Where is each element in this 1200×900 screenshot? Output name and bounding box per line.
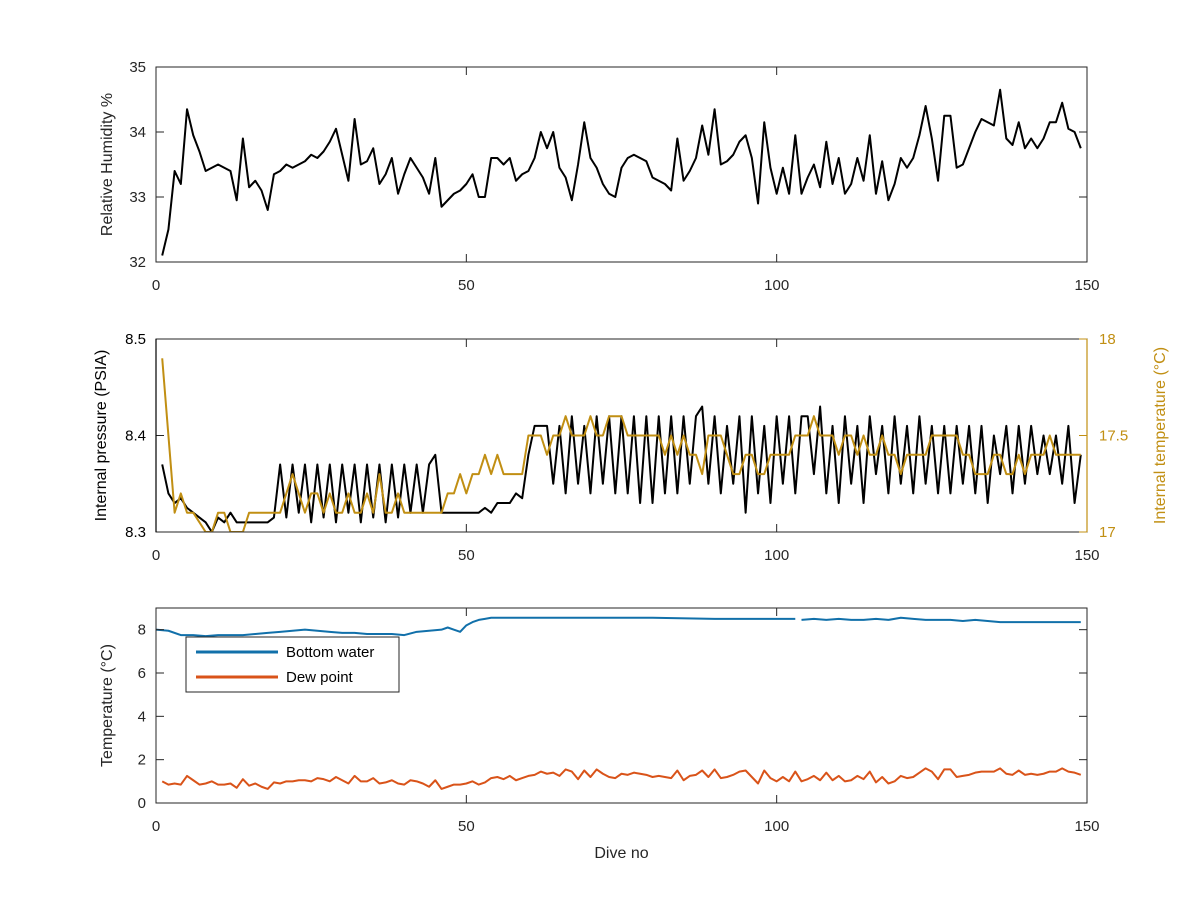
y2-tick-label: 17 bbox=[1099, 524, 1116, 541]
x-tick-label: 100 bbox=[764, 547, 789, 564]
humidity-panel: 0 50 100 150 32 33 34 35 Relative Humidity % bbox=[99, 59, 1100, 294]
y-tick-label: 8.4 bbox=[125, 428, 146, 445]
x-tick-label: 0 bbox=[152, 277, 160, 294]
x-tick-label: 150 bbox=[1074, 277, 1099, 294]
bottom-water-line bbox=[156, 616, 1081, 638]
y-tick-label: 2 bbox=[138, 752, 146, 769]
x-axis-title: Dive no bbox=[594, 845, 648, 862]
y2-tick-label: 18 bbox=[1099, 331, 1116, 348]
y2-tick-label: 17.5 bbox=[1099, 428, 1128, 445]
x-tick-label: 100 bbox=[764, 818, 789, 835]
axes-box bbox=[155, 607, 1088, 804]
y-tick-label: 34 bbox=[129, 124, 146, 141]
y-tick-label: 32 bbox=[129, 254, 146, 271]
y-tick-label: 8 bbox=[138, 622, 146, 639]
x-tick-label: 150 bbox=[1074, 818, 1099, 835]
pressure-temperature-panel: 0 50 100 150 8.3 8.4 8.5 17 17.5 18 Internal press… bbox=[93, 331, 1169, 564]
y-tick-label: 35 bbox=[129, 59, 146, 76]
temperature-panel: 0 50 100 150 0 2 4 6 8 Temperature (°C) Dive no Bot… bbox=[99, 607, 1100, 862]
x-tick-label: 50 bbox=[458, 818, 475, 835]
legend: Bottom water Dew point bbox=[185, 636, 400, 693]
humidity-line bbox=[161, 88, 1082, 256]
internal-temperature-line bbox=[161, 358, 1081, 532]
legend-box bbox=[185, 636, 400, 693]
dew-point-line bbox=[161, 767, 1082, 790]
y2-axis-title: Internal temperature (°C) bbox=[1152, 347, 1169, 524]
y-axis-title: Internal pressure (PSIA) bbox=[93, 350, 110, 522]
x-tick-label: 0 bbox=[152, 547, 160, 564]
x-tick-label: 100 bbox=[764, 277, 789, 294]
x-tick-label: 150 bbox=[1074, 547, 1099, 564]
x-tick-label: 0 bbox=[152, 818, 160, 835]
internal-pressure-line bbox=[161, 405, 1082, 532]
y-tick-label: 8.3 bbox=[125, 524, 146, 541]
y-tick-label: 0 bbox=[138, 795, 146, 812]
y-tick-label: 33 bbox=[129, 189, 146, 206]
x-tick-label: 50 bbox=[458, 277, 475, 294]
y-tick-label: 8.5 bbox=[125, 331, 146, 348]
legend-label: Dew point bbox=[286, 669, 354, 686]
y-axis-title: Relative Humidity % bbox=[99, 93, 116, 236]
y-axis-title: Temperature (°C) bbox=[99, 644, 116, 767]
axes-box bbox=[155, 66, 1088, 263]
y-tick-label: 6 bbox=[138, 665, 146, 682]
y-tick-label: 4 bbox=[138, 708, 146, 725]
legend-label: Bottom water bbox=[286, 644, 374, 661]
x-tick-label: 50 bbox=[458, 547, 475, 564]
